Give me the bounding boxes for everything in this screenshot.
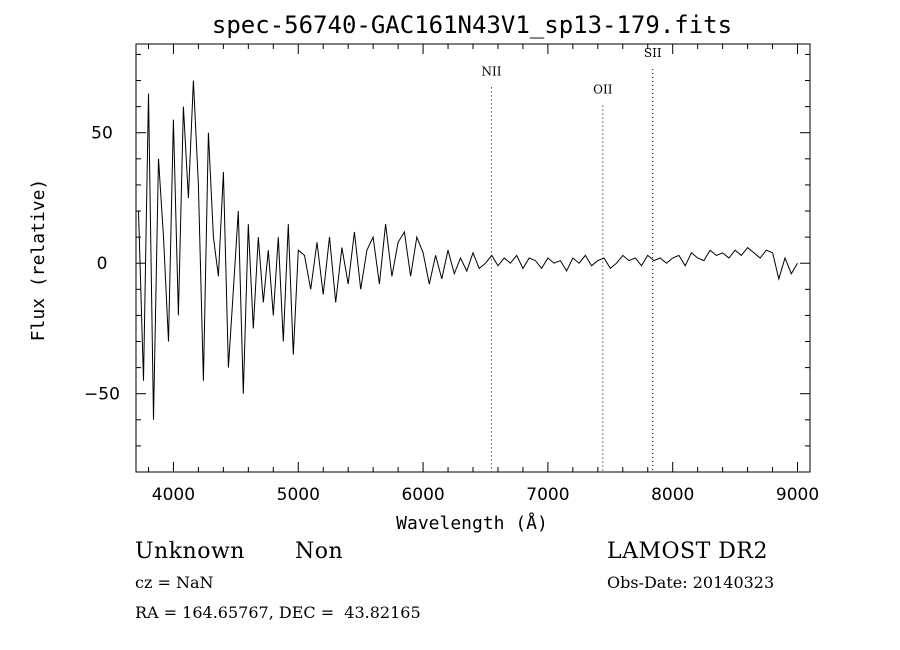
- object-type: Unknown: [135, 539, 245, 564]
- emission-line-label: NII: [481, 64, 501, 78]
- spectrum-series: [138, 80, 798, 420]
- axes-frame: 4000 5000 6000 7000 8000 9000 −50 0 50: [84, 43, 819, 505]
- emission-line-markers: NII OII SII: [481, 46, 662, 472]
- x-tick-label: 7000: [526, 485, 569, 505]
- object-subclass: Non: [295, 539, 344, 564]
- emission-line-label: OII: [593, 83, 613, 97]
- y-tick-label: −50: [84, 385, 120, 405]
- survey-name: LAMOST DR2: [607, 539, 768, 564]
- emission-line-label: SII: [644, 46, 662, 60]
- redshift-cz: cz = NaN: [135, 573, 214, 592]
- coordinates: RA = 164.65767, DEC = 43.82165: [135, 603, 421, 622]
- spectrum-line: [138, 80, 798, 420]
- y-axis-label: Flux (relative): [28, 179, 49, 342]
- observation-date: Obs-Date: 20140323: [607, 573, 775, 592]
- y-tick-label: 0: [97, 254, 108, 274]
- x-tick-label: 6000: [401, 485, 444, 505]
- x-axis-label: Wavelength (Å): [396, 512, 548, 534]
- chart-title: spec-56740-GAC161N43V1_sp13-179.fits: [212, 11, 732, 39]
- x-tick-label: 5000: [277, 485, 320, 505]
- x-tick-label: 9000: [776, 485, 819, 505]
- y-tick-label: 50: [91, 124, 113, 144]
- x-tick-label: 4000: [152, 485, 195, 505]
- plot-frame: [135, 43, 811, 473]
- x-tick-label: 8000: [651, 485, 694, 505]
